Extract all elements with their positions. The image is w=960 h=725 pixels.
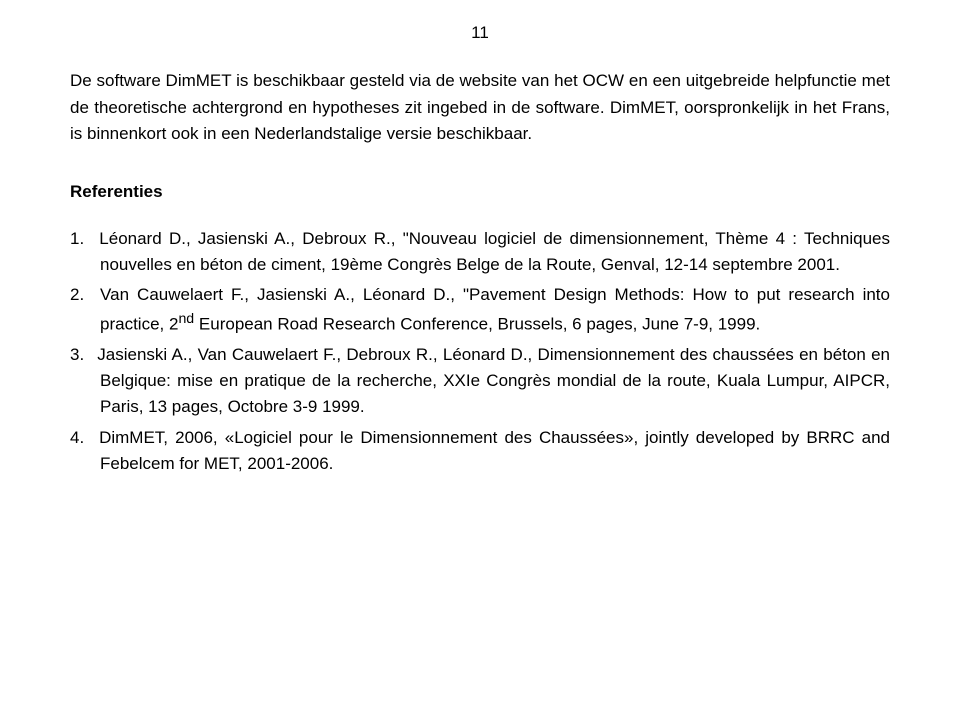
reference-text: DimMET, 2006, «Logiciel pour le Dimensio… — [99, 428, 890, 473]
page-number: 11 — [70, 20, 890, 46]
reference-item: 2. Van Cauwelaert F., Jasienski A., Léon… — [70, 282, 890, 337]
reference-number: 2. — [70, 282, 92, 308]
document-page: 11 De software DimMET is beschikbaar ges… — [0, 0, 960, 501]
reference-text: Jasienski A., Van Cauwelaert F., Debroux… — [97, 345, 890, 417]
reference-item: 1. Léonard D., Jasienski A., Debroux R.,… — [70, 226, 890, 279]
reference-item: 3. Jasienski A., Van Cauwelaert F., Debr… — [70, 342, 890, 421]
superscript: nd — [178, 311, 194, 327]
reference-text: Léonard D., Jasienski A., Debroux R., "N… — [99, 229, 890, 274]
references-list: 1. Léonard D., Jasienski A., Debroux R.,… — [70, 226, 890, 478]
reference-text-after: European Road Research Conference, Bruss… — [194, 314, 760, 333]
reference-number: 3. — [70, 342, 92, 368]
body-paragraph: De software DimMET is beschikbaar gestel… — [70, 68, 890, 147]
references-title: Referenties — [70, 179, 890, 205]
reference-number: 1. — [70, 226, 92, 252]
reference-number: 4. — [70, 425, 92, 451]
reference-item: 4. DimMET, 2006, «Logiciel pour le Dimen… — [70, 425, 890, 478]
